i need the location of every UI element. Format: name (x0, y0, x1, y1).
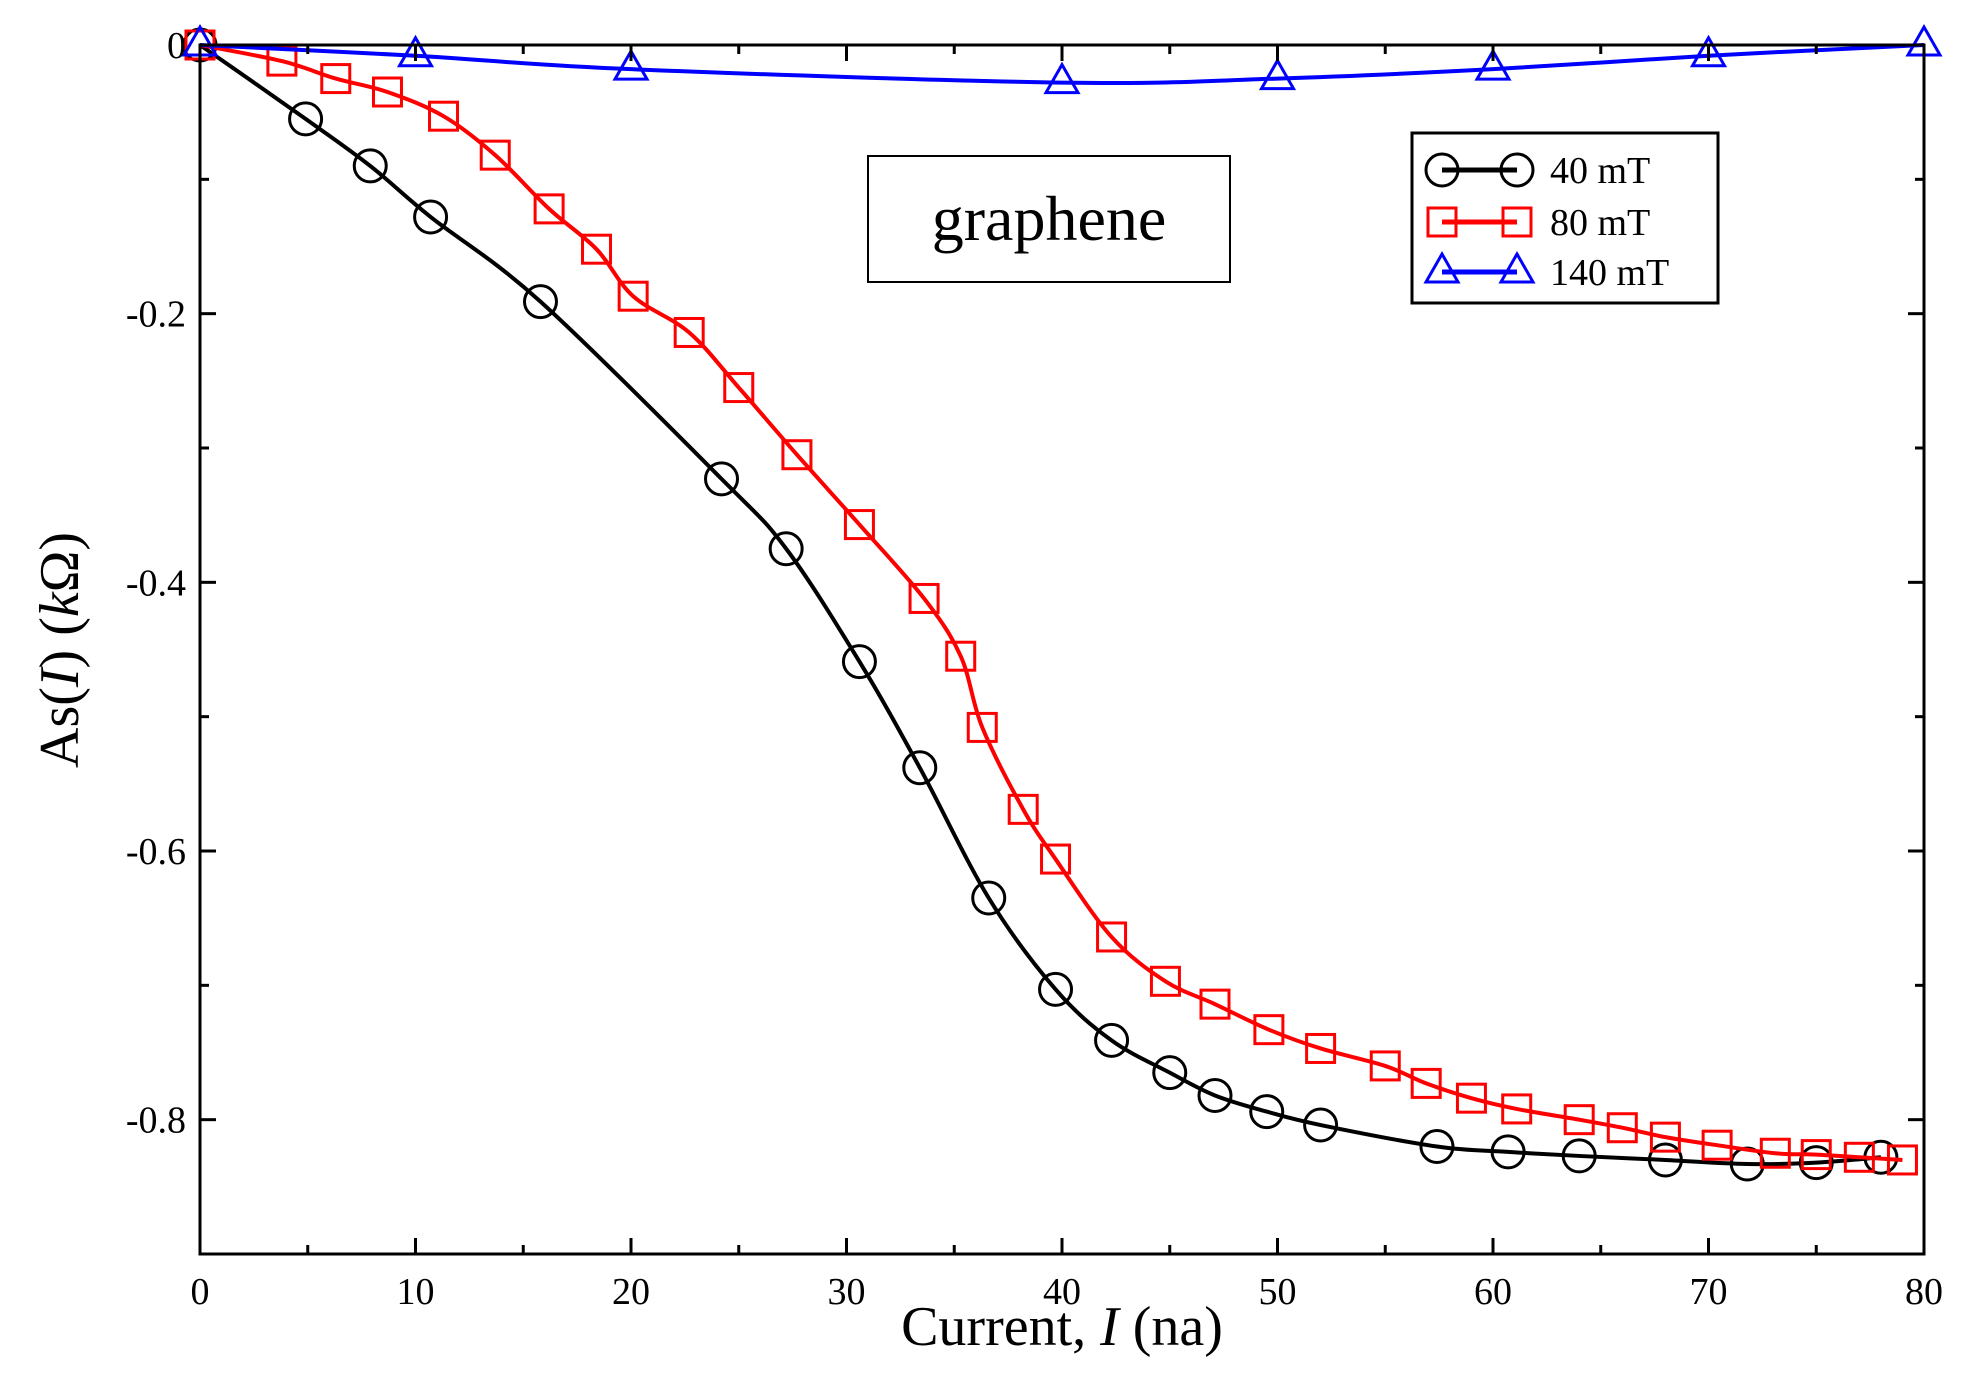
ticks-layer: 0 10 20 30 40 50 60 70 80 0 -0.2 -0.4 -0.6 -0.8 (126, 25, 1943, 1313)
data-point-40-mt-17 (1490, 1134, 1526, 1170)
x-tick-label-80: 80 (1905, 1271, 1943, 1313)
data-point-80-mt-17 (1040, 843, 1072, 875)
data-point-140-mt-3 (1043, 61, 1081, 95)
data-point-140-mt-4 (1258, 57, 1297, 91)
data-point-140-mt-6 (1689, 34, 1728, 68)
data-point-40-mt-4 (522, 284, 558, 320)
x-tick-label-10: 10 (397, 1271, 435, 1313)
data-point-80-mt-23 (1369, 1050, 1401, 1082)
series-line-40-mt (198, 43, 1882, 1167)
data-point-40-mt-9 (971, 880, 1007, 916)
data-point-80-mt-10 (723, 372, 755, 404)
data-point-80-mt-16 (1007, 793, 1039, 825)
data-point-80-mt-20 (1199, 988, 1231, 1020)
x-axis-label: Current, I (na) (901, 1296, 1223, 1358)
x-tick-label-60: 60 (1474, 1271, 1512, 1313)
data-point-80-mt-21 (1253, 1014, 1285, 1046)
data-point-40-mt-10 (1038, 971, 1074, 1007)
data-point-80-mt-30 (1701, 1129, 1733, 1161)
data-point-40-mt-18 (1561, 1138, 1597, 1174)
y-tick-label-0-8: -0.8 (126, 1100, 186, 1142)
data-point-80-mt-12 (843, 509, 875, 541)
legend-marker-80mt-end (1501, 206, 1533, 238)
data-point-40-mt-3 (413, 199, 449, 235)
data-point-40-mt-11 (1094, 1022, 1130, 1058)
legend-entry-140mt: 140 mT (1423, 250, 1669, 294)
data-point-80-mt-22 (1305, 1032, 1337, 1064)
legend-entry-80mt: 80 mT (1426, 202, 1650, 244)
legend-frame (1410, 131, 1720, 305)
series-line-140-mt (199, 43, 1925, 86)
x-tick-label-30: 30 (828, 1271, 866, 1313)
series-line-80-mt (199, 43, 1903, 1162)
data-point-80-mt-25 (1455, 1082, 1487, 1114)
data-point-40-mt-1 (288, 101, 324, 137)
data-point-40-mt-7 (841, 644, 877, 680)
data-point-40-mt-16 (1419, 1129, 1455, 1165)
data-point-80-mt-4 (428, 100, 460, 132)
data-point-140-mt-2 (612, 48, 650, 81)
data-point-40-mt-8 (902, 750, 938, 786)
legend-marker-140mt-start (1423, 250, 1461, 284)
legend-marker-40mt-end (1499, 152, 1535, 188)
y-tick-label-0: 0 (167, 25, 186, 67)
data-point-80-mt-8 (617, 280, 649, 312)
y-tick-label-0-6: -0.6 (126, 831, 186, 873)
data-point-40-mt-21 (1798, 1145, 1834, 1181)
data-point-80-mt-18 (1096, 921, 1128, 953)
x-tick-label-0: 0 (191, 1271, 210, 1313)
annotation-graphene: graphene (932, 183, 1167, 254)
legend-label-40mt: 40 mT (1550, 150, 1650, 192)
legend-entry-40mt: 40 mT (1424, 150, 1650, 192)
data-point-80-mt-33 (1843, 1141, 1875, 1173)
data-point-80-mt-15 (966, 711, 998, 743)
x-tick-label-20: 20 (612, 1271, 650, 1313)
data-point-140-mt-1 (396, 34, 435, 68)
x-tick-label-50: 50 (1259, 1271, 1297, 1313)
data-point-40-mt-14 (1249, 1094, 1285, 1130)
data-point-80-mt-6 (533, 193, 565, 225)
x-tick-label-70: 70 (1690, 1271, 1728, 1313)
data-point-80-mt-34 (1886, 1144, 1918, 1176)
legend-marker-80mt-start (1426, 206, 1458, 238)
data-point-40-mt-12 (1152, 1055, 1188, 1091)
data-point-80-mt-11 (781, 439, 813, 471)
data-point-80-mt-5 (479, 139, 511, 171)
y-tick-label-0-2: -0.2 (126, 294, 186, 336)
annotation-box: graphene (867, 155, 1231, 283)
data-point-80-mt-26 (1501, 1093, 1533, 1125)
data-point-40-mt-5 (704, 461, 740, 497)
data-point-80-mt-7 (581, 233, 613, 265)
y-tick-label-0-4: -0.4 (126, 562, 186, 604)
data-point-80-mt-27 (1563, 1104, 1595, 1136)
data-point-80-mt-31 (1759, 1137, 1791, 1169)
data-point-80-mt-2 (320, 63, 352, 95)
x-tick-label-40: 40 (1043, 1271, 1081, 1313)
data-point-80-mt-13 (908, 582, 940, 614)
data-point-80-mt-9 (673, 316, 705, 348)
data-point-80-mt-32 (1800, 1139, 1832, 1171)
legend-marker-140mt-end (1498, 250, 1536, 284)
data-point-40-mt-19 (1647, 1142, 1683, 1178)
data-point-40-mt-2 (352, 148, 388, 184)
data-point-140-mt-5 (1474, 48, 1512, 81)
data-point-80-mt-14 (945, 640, 977, 672)
legend-label-140mt: 140 mT (1550, 252, 1669, 294)
data-point-80-mt-3 (371, 76, 403, 108)
y-axis-label: As(I) (kΩ) (29, 532, 91, 768)
data-point-40-mt-13 (1197, 1077, 1233, 1113)
data-point-80-mt-19 (1149, 965, 1181, 997)
legend-marker-40mt-start (1424, 152, 1460, 188)
annotation-frame (867, 155, 1231, 283)
series-layer (181, 23, 1943, 1182)
data-point-40-mt-15 (1303, 1107, 1339, 1143)
data-point-80-mt-28 (1606, 1112, 1638, 1144)
data-point-80-mt-24 (1410, 1067, 1442, 1099)
legend-label-80mt: 80 mT (1550, 202, 1650, 244)
data-point-80-mt-29 (1649, 1121, 1681, 1153)
legend: 40 mT 80 mT 140 mT (1410, 131, 1720, 305)
data-point-40-mt-6 (768, 531, 804, 567)
